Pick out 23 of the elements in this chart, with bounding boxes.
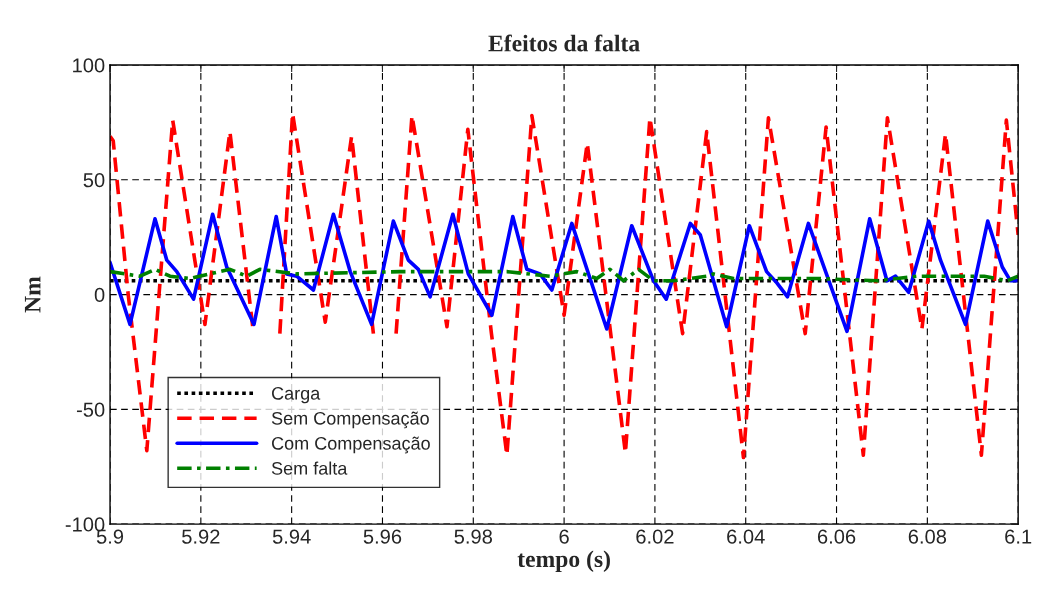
y-tick-label: -50 xyxy=(76,402,105,417)
legend-label: Sem Compensação xyxy=(271,411,429,429)
y-axis-title: Nm xyxy=(24,276,41,313)
x-tick-label: 6.1 xyxy=(1005,529,1032,544)
chart-title: Efeitos da falta xyxy=(488,34,640,52)
x-tick-label: 6.02 xyxy=(636,529,674,544)
x-tick-label: 5.98 xyxy=(454,529,493,544)
x-tick-label: 6.08 xyxy=(908,529,947,544)
x-tick-label: 5.92 xyxy=(182,529,220,544)
legend-label: Com Compensação xyxy=(271,436,430,454)
y-tick-label: 50 xyxy=(83,173,105,188)
x-tick-label: 6.06 xyxy=(817,529,856,544)
y-tick-label: 100 xyxy=(73,58,105,73)
line-series xyxy=(110,267,1019,283)
line-series xyxy=(110,212,1019,334)
legend-label: Carga xyxy=(271,386,321,404)
x-axis-title: tempo (s) xyxy=(517,550,610,572)
x-tick-label: 5.96 xyxy=(363,529,402,544)
x-tick-label: 6.04 xyxy=(727,529,765,544)
y-tick-label: 0 xyxy=(94,287,105,303)
legend-label: Sem falta xyxy=(271,461,348,475)
x-tick-label: 5.94 xyxy=(272,529,311,544)
x-tick-label: 6 xyxy=(559,529,569,544)
